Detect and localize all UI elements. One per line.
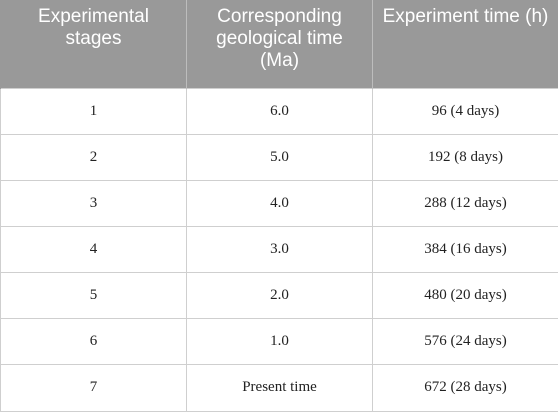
table-body: 1 6.0 96 (4 days) 2 5.0 192 (8 days) 3 4… [0,87,558,412]
header-row: Experimental stages Corresponding geolog… [0,0,558,88]
cell-stage: 6 [0,317,187,365]
cell-stage: 1 [0,87,187,135]
cell-geological-time: Present time [186,363,373,412]
cell-experiment-time: 384 (16 days) [372,225,558,273]
cell-stage: 2 [0,133,187,181]
cell-experiment-time: 288 (12 days) [372,179,558,227]
table-row: 1 6.0 96 (4 days) [0,87,558,135]
cell-experiment-time: 96 (4 days) [372,87,558,135]
cell-experiment-time: 480 (20 days) [372,271,558,319]
table-row: 4 3.0 384 (16 days) [0,225,558,273]
cell-stage: 3 [0,179,187,227]
cell-stage: 4 [0,225,187,273]
cell-geological-time: 2.0 [186,271,373,319]
table-row: 5 2.0 480 (20 days) [0,271,558,319]
cell-experiment-time: 576 (24 days) [372,317,558,365]
cell-geological-time: 3.0 [186,225,373,273]
cell-experiment-time: 192 (8 days) [372,133,558,181]
cell-geological-time: 1.0 [186,317,373,365]
table-row: 3 4.0 288 (12 days) [0,179,558,227]
cell-geological-time: 4.0 [186,179,373,227]
table-header: Experimental stages Corresponding geolog… [0,0,558,88]
header-experimental-stages: Experimental stages [0,0,187,88]
table-row: 7 Present time 672 (28 days) [0,363,558,412]
cell-geological-time: 6.0 [186,87,373,135]
cell-experiment-time: 672 (28 days) [372,363,558,412]
cell-stage: 5 [0,271,187,319]
header-geological-time: Corresponding geological time (Ma) [186,0,373,88]
cell-geological-time: 5.0 [186,133,373,181]
header-experiment-time: Experiment time (h) [372,0,558,88]
cell-stage: 7 [0,363,187,412]
table-row: 2 5.0 192 (8 days) [0,133,558,181]
table-row: 6 1.0 576 (24 days) [0,317,558,365]
